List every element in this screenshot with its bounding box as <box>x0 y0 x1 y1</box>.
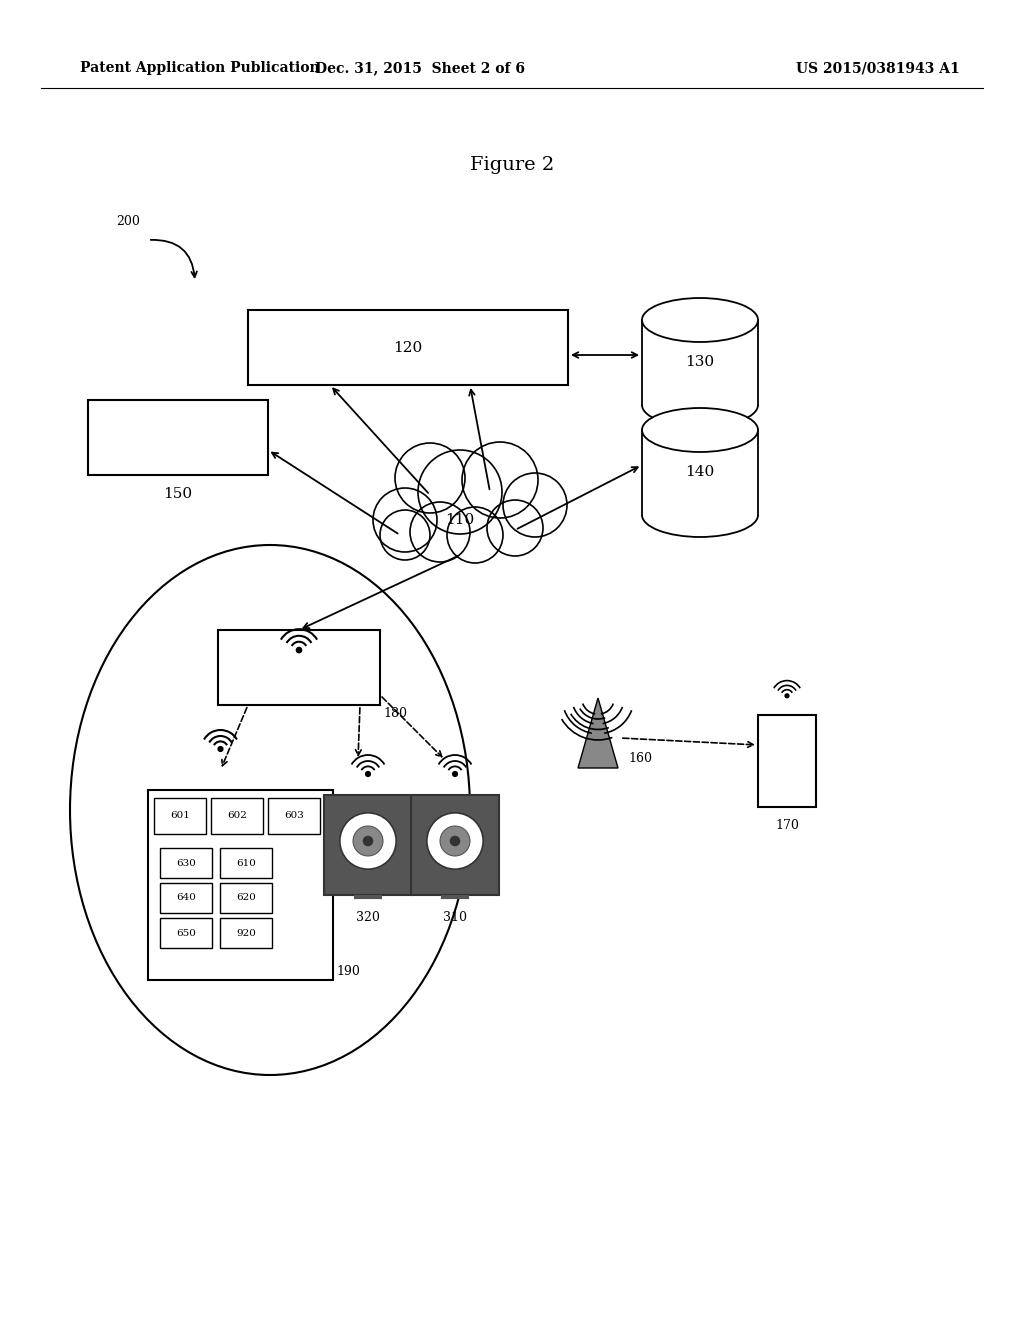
Bar <box>220 847 272 878</box>
Text: 603: 603 <box>284 812 304 821</box>
Circle shape <box>785 694 788 698</box>
Text: 170: 170 <box>775 818 799 832</box>
Text: 150: 150 <box>164 487 193 502</box>
Circle shape <box>366 772 371 776</box>
Text: 320: 320 <box>356 911 380 924</box>
Text: 920: 920 <box>237 928 256 937</box>
Circle shape <box>487 500 543 556</box>
Text: Dec. 31, 2015  Sheet 2 of 6: Dec. 31, 2015 Sheet 2 of 6 <box>315 61 525 75</box>
Bar <box>211 799 263 834</box>
Circle shape <box>440 826 470 855</box>
Circle shape <box>340 813 396 869</box>
Circle shape <box>362 836 374 846</box>
Text: 140: 140 <box>685 466 715 479</box>
Bar <box>758 715 816 807</box>
Circle shape <box>410 502 470 562</box>
Bar <box>411 795 499 895</box>
Text: 640: 640 <box>176 894 196 903</box>
Bar <box>148 789 333 979</box>
Bar <box>220 917 272 948</box>
Circle shape <box>218 747 223 751</box>
Text: Patent Application Publication: Patent Application Publication <box>80 61 319 75</box>
Text: 620: 620 <box>237 894 256 903</box>
Bar <box>160 917 212 948</box>
Text: 610: 610 <box>237 858 256 867</box>
Text: 630: 630 <box>176 858 196 867</box>
Bar <box>324 795 412 895</box>
Bar <box>160 883 212 913</box>
Bar <box>218 630 380 705</box>
Polygon shape <box>578 698 618 768</box>
Circle shape <box>447 507 503 564</box>
Ellipse shape <box>642 298 758 342</box>
Text: 130: 130 <box>685 355 715 370</box>
Text: 190: 190 <box>336 965 359 978</box>
Bar <box>248 310 568 385</box>
Text: 601: 601 <box>170 812 189 821</box>
Circle shape <box>427 813 483 869</box>
Text: 110: 110 <box>445 513 475 527</box>
Circle shape <box>503 473 567 537</box>
Bar <box>160 847 212 878</box>
Circle shape <box>450 836 460 846</box>
Text: 602: 602 <box>227 812 247 821</box>
Circle shape <box>462 442 538 517</box>
Text: 200: 200 <box>116 215 140 228</box>
Circle shape <box>373 488 437 552</box>
Circle shape <box>453 772 458 776</box>
Text: 160: 160 <box>628 751 652 764</box>
Bar <box>268 799 319 834</box>
Text: 120: 120 <box>393 341 423 355</box>
Circle shape <box>395 444 465 513</box>
Text: Figure 2: Figure 2 <box>470 156 554 174</box>
Bar <box>220 883 272 913</box>
Ellipse shape <box>642 408 758 451</box>
Text: US 2015/0381943 A1: US 2015/0381943 A1 <box>797 61 961 75</box>
Circle shape <box>380 510 430 560</box>
Bar <box>88 400 268 475</box>
Circle shape <box>353 826 383 855</box>
Text: 650: 650 <box>176 928 196 937</box>
Bar <box>154 799 206 834</box>
Circle shape <box>418 450 502 535</box>
Text: 310: 310 <box>443 911 467 924</box>
Text: 180: 180 <box>383 708 407 719</box>
Circle shape <box>296 648 302 653</box>
